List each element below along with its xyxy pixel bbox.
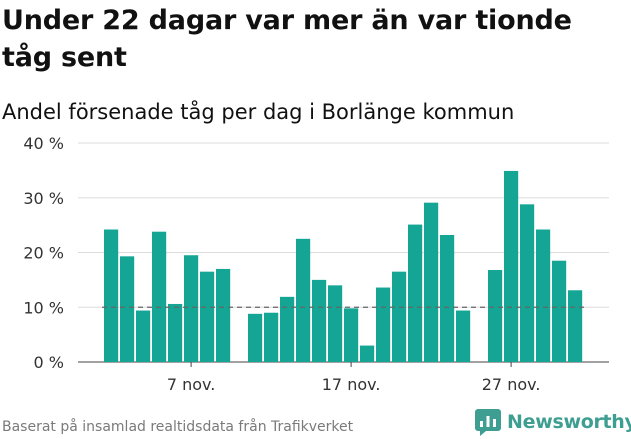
bar (376, 287, 391, 362)
bar (408, 224, 423, 362)
brand-name: Newsworthy (507, 411, 631, 433)
y-tick-label: 30 % (23, 189, 64, 208)
x-tick-labels: 7 nov. 17 nov. 27 nov. (167, 362, 541, 394)
source-note: Baserat på insamlad realtidsdata från Tr… (2, 419, 354, 435)
bar (216, 268, 231, 362)
x-tick-label: 27 nov. (482, 375, 541, 394)
x-tick-label: 17 nov. (322, 375, 381, 394)
bar (104, 229, 119, 362)
bar (344, 308, 359, 362)
bar (312, 279, 327, 362)
bar (168, 303, 183, 362)
bar (296, 238, 311, 362)
bar (280, 296, 295, 362)
bar (328, 285, 343, 362)
bar (504, 170, 519, 362)
bar (136, 310, 151, 362)
chart-subtitle: Andel försenade tåg per dag i Borlänge k… (2, 100, 515, 124)
x-tick-label: 7 nov. (167, 375, 216, 394)
y-tick-label: 40 % (23, 134, 64, 153)
bar (456, 310, 471, 362)
brand-logo: Newsworthy (474, 407, 631, 437)
y-tick-label: 20 % (23, 244, 64, 263)
bar (264, 312, 279, 362)
bar (392, 271, 407, 362)
bar (360, 345, 375, 362)
y-tick-label: 10 % (23, 298, 64, 317)
bar (536, 229, 551, 362)
bar (120, 256, 135, 362)
bars (104, 170, 583, 362)
bar-chart: 0 % 10 % 20 % 30 % 40 % 7 nov. 17 nov. 27 nov. (23, 134, 609, 394)
bar (568, 290, 583, 362)
chart-title: Under 22 dagar var mer än var tionde tåg… (2, 5, 572, 73)
bar (184, 255, 199, 362)
bar (552, 260, 567, 362)
y-tick-labels: 0 % 10 % 20 % 30 % 40 % (23, 134, 64, 372)
bar (248, 313, 263, 362)
bar (200, 271, 215, 362)
newsworthy-logo-icon (475, 409, 501, 436)
bar (520, 204, 535, 362)
bar (488, 270, 503, 362)
y-tick-label: 0 % (34, 353, 64, 372)
bar (424, 202, 439, 362)
bar (152, 231, 167, 362)
bar (440, 234, 455, 362)
